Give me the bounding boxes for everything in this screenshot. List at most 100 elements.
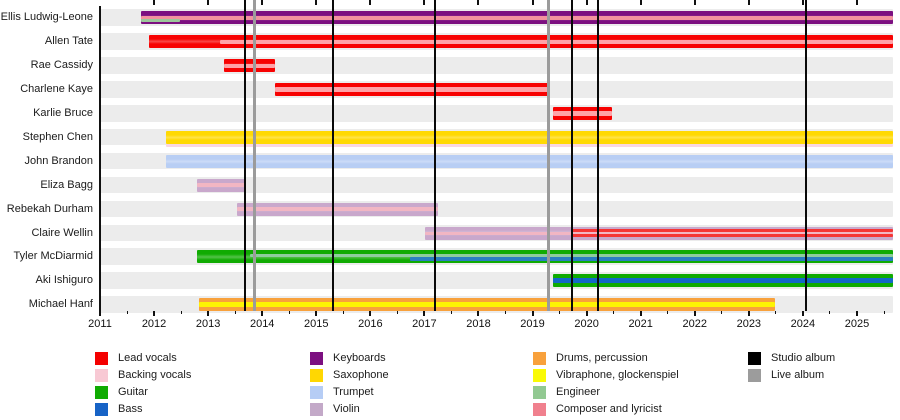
studio-album-line bbox=[243, 0, 247, 311]
row-track bbox=[100, 105, 894, 122]
legend-swatch-guitar bbox=[95, 386, 108, 399]
legend-label: Studio album bbox=[771, 352, 836, 364]
x-axis-year-label: 2013 bbox=[195, 318, 221, 330]
member-name: Claire Wellin bbox=[31, 226, 93, 239]
legend-label: Saxophone bbox=[333, 369, 389, 381]
member-name: Allen Tate bbox=[44, 35, 93, 48]
row-track bbox=[100, 200, 894, 218]
timeline-bar-engineer bbox=[141, 19, 180, 23]
member-name: John Brandon bbox=[24, 154, 94, 167]
timeline-bar-lead-vocals bbox=[572, 234, 894, 238]
bottom-year-tick bbox=[423, 311, 426, 316]
timeline-bar-saxophone bbox=[165, 130, 894, 144]
bottom-minor-tick bbox=[126, 311, 128, 314]
row-track bbox=[100, 57, 894, 74]
timeline-bar-backing-vocals bbox=[220, 39, 894, 44]
legend-swatch-bass bbox=[95, 403, 108, 416]
legend-swatch-studio-album bbox=[748, 352, 761, 365]
bottom-minor-tick bbox=[559, 311, 561, 314]
x-axis-year-label: 2018 bbox=[466, 318, 491, 330]
legend-label: Violin bbox=[333, 403, 360, 415]
top-year-tick bbox=[855, 0, 858, 5]
legend-label: Lead vocals bbox=[118, 352, 177, 364]
bottom-year-tick bbox=[639, 311, 642, 316]
top-year-tick bbox=[801, 0, 804, 5]
bottom-year-tick bbox=[693, 311, 696, 316]
top-year-tick bbox=[261, 0, 264, 5]
bottom-year-tick bbox=[477, 311, 480, 316]
timeline-bar-bass bbox=[409, 257, 894, 261]
legend-swatch-trumpet bbox=[310, 386, 323, 399]
timeline-bar-bass bbox=[553, 278, 894, 284]
timeline-legend: Lead vocals Backing vocals Guitar Bass Keybo… bbox=[0, 345, 900, 420]
member-name: Eliza Bagg bbox=[40, 178, 93, 191]
top-year-tick bbox=[315, 0, 318, 5]
bottom-minor-tick bbox=[505, 311, 507, 314]
top-year-tick bbox=[747, 0, 750, 5]
member-name: Stephen Chen bbox=[22, 130, 93, 143]
x-axis-year-label: 2012 bbox=[141, 318, 167, 330]
member-name: Karlie Bruce bbox=[33, 107, 93, 120]
legend-label: Backing vocals bbox=[118, 369, 192, 381]
legend-swatch-engineer bbox=[533, 386, 546, 399]
member-name: Rae Cassidy bbox=[30, 59, 93, 72]
timeline-bar-backing-vocals bbox=[236, 206, 438, 212]
bottom-year-tick bbox=[261, 311, 264, 316]
studio-album-line bbox=[596, 0, 600, 311]
member-name: Charlene Kaye bbox=[20, 83, 93, 96]
top-year-tick bbox=[585, 0, 588, 5]
x-axis-year-label: 2023 bbox=[736, 318, 762, 330]
bottom-year-tick bbox=[747, 311, 750, 316]
x-axis-year-label: 2015 bbox=[304, 318, 329, 330]
legend-label: Bass bbox=[118, 403, 143, 415]
legend-label: Composer and lyricist bbox=[556, 403, 662, 415]
member-name: Tyler McDiarmid bbox=[13, 250, 93, 263]
timeline-bar-backing-vocals bbox=[223, 63, 276, 68]
top-year-tick bbox=[477, 0, 480, 5]
legend-label: Trumpet bbox=[333, 386, 374, 398]
member-name: Aki Ishiguro bbox=[35, 274, 93, 287]
legend-label: Engineer bbox=[556, 386, 601, 398]
bottom-minor-tick bbox=[775, 311, 777, 314]
bottom-year-tick bbox=[585, 311, 588, 316]
legend-swatch-vibraphone-glockenspiel bbox=[533, 369, 546, 382]
bottom-minor-tick bbox=[234, 311, 236, 314]
timeline-bar-composer-and-lyricist bbox=[141, 15, 894, 20]
bottom-year-tick bbox=[531, 311, 534, 316]
bottom-minor-tick bbox=[180, 311, 182, 314]
bottom-year-tick bbox=[153, 311, 156, 316]
timeline-bar-trumpet bbox=[165, 154, 894, 168]
live-album-line bbox=[252, 0, 256, 311]
bottom-minor-tick bbox=[342, 311, 344, 314]
timeline-bar-backing-vocals bbox=[196, 183, 245, 188]
legend-swatch-backing-vocals bbox=[95, 369, 108, 382]
legend-swatch-live-album bbox=[748, 369, 761, 382]
legend-label: Guitar bbox=[118, 386, 148, 398]
legend-swatch-lead-vocals bbox=[95, 352, 108, 365]
x-axis-year-label: 2024 bbox=[790, 318, 816, 330]
row-track bbox=[100, 176, 894, 194]
studio-album-line bbox=[570, 0, 574, 311]
bottom-year-tick bbox=[801, 311, 804, 316]
bottom-minor-tick bbox=[721, 311, 723, 314]
member-name: Michael Hanf bbox=[28, 298, 93, 311]
top-year-tick bbox=[423, 0, 426, 5]
legend-label: Drums, percussion bbox=[556, 352, 648, 364]
legend-swatch-saxophone bbox=[310, 369, 323, 382]
top-year-tick bbox=[153, 0, 156, 5]
timeline-plot: Ellis Ludwig-Leone Allen Tate Rae Cassidy C… bbox=[0, 0, 894, 330]
timeline-bar-backing-vocals bbox=[424, 231, 894, 235]
legend-label: Live album bbox=[771, 369, 825, 381]
studio-album-line bbox=[804, 0, 808, 311]
timeline-bar-vibraphone-glockenspiel bbox=[198, 302, 775, 308]
legend-label: Vibraphone, glockenspiel bbox=[556, 369, 679, 381]
x-axis-year-label: 2014 bbox=[249, 318, 275, 330]
timeline-bar-backing-vocals bbox=[275, 87, 550, 92]
bottom-minor-tick bbox=[829, 311, 831, 314]
bottom-minor-tick bbox=[667, 311, 669, 314]
live-album-line bbox=[546, 0, 550, 311]
x-axis-year-label: 2021 bbox=[628, 318, 653, 330]
member-name: Ellis Ludwig-Leone bbox=[0, 11, 93, 24]
bottom-year-tick bbox=[99, 311, 101, 316]
